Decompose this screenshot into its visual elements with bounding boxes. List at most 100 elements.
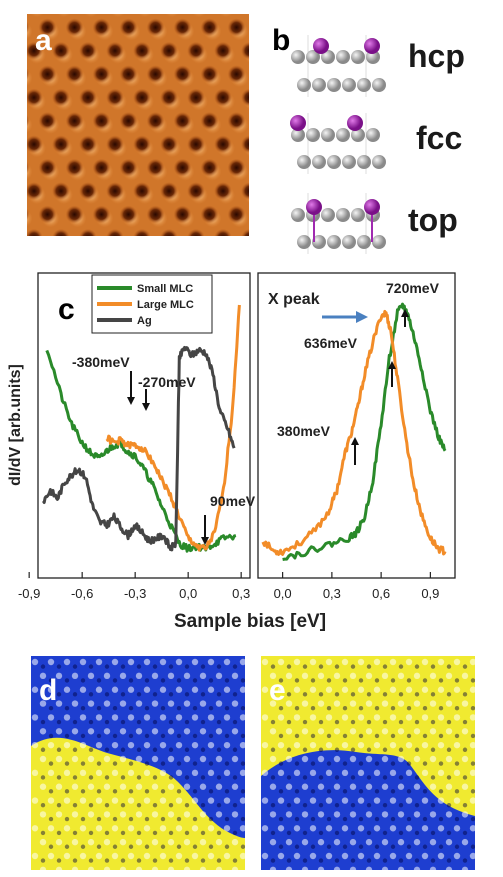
stm-pit: [52, 88, 70, 107]
lattice-pit: [176, 705, 182, 711]
stm-pit: [146, 18, 165, 37]
lattice-pit: [152, 775, 158, 780]
lattice-pit: [240, 789, 246, 794]
lattice-spot: [231, 700, 239, 707]
series-large-mlc-line: [261, 309, 447, 556]
lattice-pit: [350, 664, 356, 669]
substrate-atom: [297, 235, 311, 249]
lattice-pit: [382, 692, 388, 697]
lattice-pit: [104, 664, 110, 669]
lattice-spot: [309, 658, 317, 666]
panel-c-spectra: -0,9 -0,6 -0,3 0,0 0,3 0,0 0,3 0,6 0,9 Small MLC L…: [0, 265, 503, 645]
panel-label-d: d: [39, 674, 58, 707]
lattice-pit: [104, 747, 110, 752]
lattice-pit: [56, 775, 62, 780]
lattice-pit: [112, 789, 118, 794]
lattice-spot: [341, 797, 349, 804]
lattice-spot: [199, 783, 207, 790]
legend: Small MLC Large MLC Ag: [91, 274, 213, 334]
lattice-pit: [152, 747, 158, 752]
lattice-pit: [136, 858, 142, 863]
lattice-spot: [389, 769, 397, 777]
lattice-pit: [382, 858, 388, 863]
lattice-spot: [349, 728, 357, 735]
lattice-pit: [176, 761, 182, 766]
lattice-spot: [389, 797, 397, 804]
stm-pit: [173, 205, 192, 224]
lattice-spot: [143, 825, 151, 832]
lattice-spot: [429, 755, 437, 763]
panel-label-c: c: [58, 293, 75, 326]
series-large-mlc-line: [105, 304, 241, 552]
lattice-pit: [64, 705, 70, 711]
lattice-spot: [309, 714, 317, 721]
lattice-spot: [95, 769, 103, 777]
lattice-spot: [127, 769, 135, 777]
lattice-pit: [224, 733, 230, 739]
lattice-spot: [79, 769, 87, 777]
stm-pit: [79, 88, 97, 107]
lattice-pit: [270, 747, 276, 752]
lattice-pit: [270, 858, 276, 863]
stm-pit: [119, 18, 138, 37]
lattice-pit: [326, 789, 332, 794]
lattice-pit: [192, 844, 198, 849]
lattice-pit: [350, 719, 356, 725]
lattice-pit: [334, 775, 340, 780]
lattice-pit: [358, 789, 364, 794]
lattice-spot: [261, 769, 269, 777]
lattice-pit: [270, 664, 276, 669]
lattice-spot: [357, 797, 365, 804]
lattice-spot: [135, 811, 143, 818]
lattice-pit: [80, 789, 86, 794]
lattice-spot: [79, 797, 87, 804]
lattice-pit: [294, 816, 300, 822]
lattice-spot: [143, 769, 151, 777]
lattice-spot: [215, 700, 223, 707]
lattice-spot: [341, 769, 349, 777]
lattice-spot: [239, 825, 247, 832]
lattice-pit: [232, 747, 238, 752]
lattice-pit: [176, 816, 182, 822]
lattice-pit: [120, 830, 126, 836]
lattice-spot: [87, 811, 95, 818]
lattice-pit: [430, 830, 436, 836]
lattice-pit: [310, 816, 316, 822]
lattice-spot: [389, 825, 397, 832]
lattice-pit: [374, 844, 380, 849]
stm-pit: [92, 65, 111, 84]
lattice-spot: [183, 700, 191, 707]
lattice-pit: [88, 747, 94, 752]
lattice-spot: [231, 755, 239, 763]
lattice-pit: [224, 678, 230, 683]
lattice-pit: [358, 844, 364, 849]
lattice-pit: [446, 664, 452, 669]
lattice-spot: [277, 714, 285, 721]
lattice-spot: [151, 811, 159, 818]
lattice-spot: [333, 783, 341, 790]
panel-label-a: a: [35, 24, 52, 57]
lattice-spot: [269, 838, 277, 846]
lattice-spot: [421, 741, 429, 749]
lattice-spot: [277, 852, 285, 860]
stm-pit: [38, 158, 57, 177]
lattice-pit: [176, 844, 182, 849]
lattice-spot: [159, 658, 167, 666]
lattice-pit: [454, 844, 460, 849]
lattice-pit: [152, 858, 158, 863]
lattice-spot: [167, 755, 175, 763]
lattice-spot: [167, 783, 175, 790]
lattice-pit: [310, 844, 316, 849]
lattice-pit: [160, 761, 166, 766]
lattice-pit: [294, 761, 300, 766]
lattice-spot: [413, 672, 421, 680]
lattice-spot: [373, 658, 381, 666]
top-model: [291, 193, 386, 254]
lattice-spot: [87, 783, 95, 790]
stm-pit: [25, 41, 43, 60]
lattice-spot: [143, 852, 151, 860]
lattice-pit: [232, 858, 238, 863]
substrate-atom: [297, 155, 311, 169]
lattice-spot: [461, 728, 469, 735]
lattice-spot: [103, 755, 111, 763]
